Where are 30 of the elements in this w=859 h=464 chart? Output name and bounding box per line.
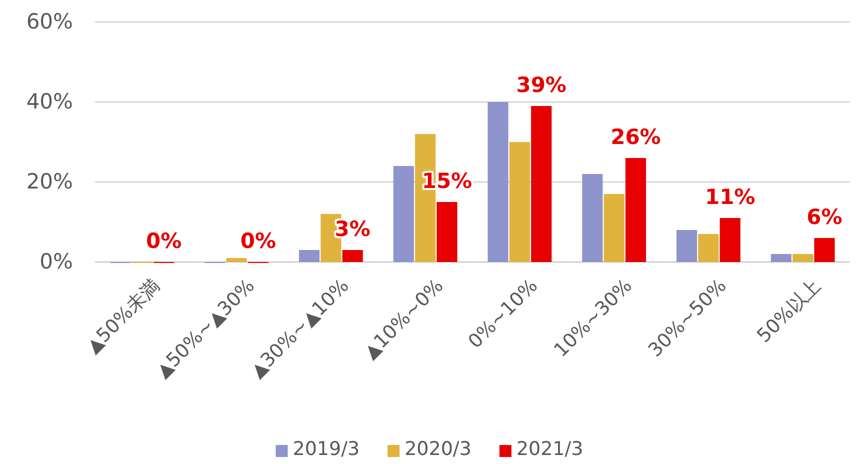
bar (509, 142, 530, 262)
bar (393, 166, 414, 262)
bar (226, 258, 247, 262)
bar (582, 174, 603, 262)
bar (676, 230, 698, 262)
data-label: 0% (240, 229, 276, 253)
data-label: 11% (704, 185, 756, 209)
bar (436, 202, 458, 262)
y-tick-label: 40% (26, 90, 73, 114)
bar (604, 194, 624, 262)
y-tick-label: 0% (40, 250, 73, 274)
legend-label: 2020/3 (404, 438, 472, 460)
data-label: 39% (516, 73, 566, 97)
bar (625, 158, 646, 262)
bar (698, 234, 719, 262)
legend-label: 2019/3 (292, 438, 360, 460)
bar (770, 254, 792, 262)
bar (342, 250, 363, 262)
bar (792, 254, 814, 262)
data-label: 26% (610, 125, 661, 149)
data-label: 0% (146, 229, 182, 253)
bar (298, 250, 320, 262)
bar (814, 238, 835, 262)
y-tick-label: 60% (26, 10, 73, 34)
bar (720, 218, 740, 262)
data-label: 6% (806, 205, 842, 229)
y-tick-label: 20% (26, 170, 73, 194)
bar (488, 102, 508, 262)
legend-label: 2021/3 (516, 438, 584, 460)
bar (531, 106, 552, 262)
